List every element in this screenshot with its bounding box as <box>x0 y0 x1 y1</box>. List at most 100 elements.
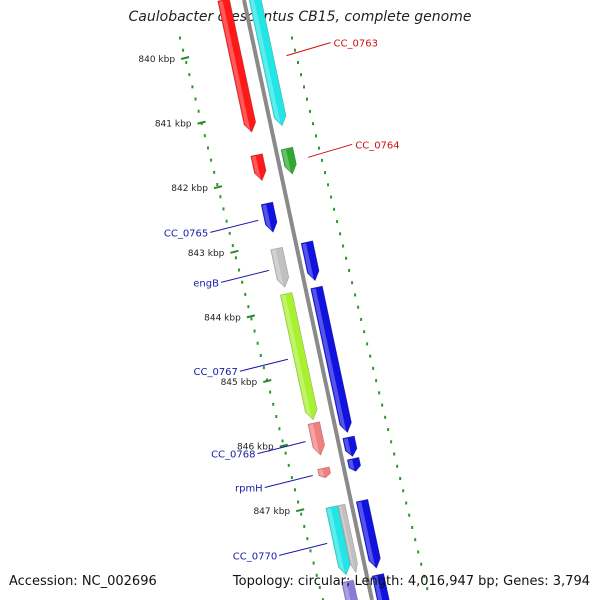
guide-dot <box>197 109 200 113</box>
gene-arrow-highlight <box>262 204 272 231</box>
tick-mark <box>263 379 272 383</box>
guide-dot <box>321 158 324 162</box>
guide-dot <box>345 256 348 260</box>
guide-dot <box>294 48 297 52</box>
tick-label: 840 kbp <box>138 55 175 65</box>
guide-dot <box>259 353 262 357</box>
guide-dot <box>210 158 213 162</box>
gene-arrow-highlight <box>311 288 347 431</box>
gene-label-cc-0764: CC_0764 <box>308 140 400 158</box>
gene-arrow-cc-0764 <box>250 153 267 182</box>
tick-mark <box>295 508 305 513</box>
map-title: Caulobacter crescentus CB15, complete ge… <box>128 9 472 25</box>
gene-label-cc-0767: CC_0767 <box>193 358 289 378</box>
tick-label: 847 kbp <box>253 507 290 517</box>
guide-dot <box>315 134 318 138</box>
gene-arrow-highlight <box>342 582 351 600</box>
guide-dot <box>426 587 429 591</box>
gene-arrow-highlight <box>373 575 383 600</box>
tick-label: 841 kbp <box>155 120 192 130</box>
guide-dot <box>231 244 234 248</box>
guide-dot <box>423 574 426 578</box>
guide-dot <box>390 440 393 444</box>
genome-backbone <box>242 0 374 600</box>
guide-dot <box>185 60 188 64</box>
guide-dot <box>238 268 241 272</box>
tick-mark <box>246 314 256 319</box>
guide-dot <box>284 451 287 455</box>
gene-arrow-highlight <box>318 469 325 477</box>
guide-dot <box>375 379 378 383</box>
gene-label-text: CC_0765 <box>164 228 208 239</box>
gene-label-cc-0765: CC_0765 <box>164 219 259 239</box>
guide-dot <box>297 60 300 64</box>
guide-dot <box>303 85 306 89</box>
guide-dot <box>318 585 321 589</box>
gene-arrow-body <box>342 435 358 457</box>
guide-dot <box>278 427 281 431</box>
guide-dot <box>309 109 312 113</box>
gene-arrow-highlight <box>357 501 376 567</box>
gene-arrow <box>355 498 381 569</box>
guide-dot <box>256 341 259 345</box>
leader-line <box>220 269 270 283</box>
guide-dot <box>303 524 306 528</box>
gene-arrow <box>371 573 390 600</box>
gene-arrow-highlight <box>218 0 251 131</box>
guide-dot <box>216 183 219 187</box>
leader-line <box>210 219 259 233</box>
guide-dot <box>182 48 185 52</box>
gene-arrow-highlight <box>348 459 355 470</box>
guide-dot <box>378 391 381 395</box>
gene-arrow <box>337 503 358 574</box>
gene-arrow-body <box>270 246 290 288</box>
guide-dot <box>333 207 336 211</box>
gene-label-engb: engB <box>193 269 270 289</box>
guide-dot <box>291 36 293 40</box>
gene-arrow-highlight <box>281 294 312 418</box>
gene-label-cc-0770: CC_0770 <box>233 542 328 562</box>
guide-dot <box>324 171 327 175</box>
guide-dot <box>372 366 375 370</box>
genome-summary-text: Topology: circular; Length: 4,016,947 bp… <box>232 574 590 589</box>
gene-label-text: engB <box>193 278 219 289</box>
guide-dot <box>206 146 209 150</box>
guide-dot <box>360 317 363 321</box>
guide-dot <box>417 550 420 554</box>
gene-label-text: CC_0763 <box>334 39 378 50</box>
guide-dot <box>234 256 237 260</box>
gene-arrow <box>300 240 320 282</box>
guide-dot <box>228 231 231 235</box>
gene-label-text: rpmH <box>235 484 263 495</box>
gene-arrow-body <box>248 0 287 127</box>
gene-label-rpmh: rpmH <box>235 475 313 495</box>
gene-label-text: CC_0770 <box>233 551 277 562</box>
guide-dot <box>281 439 284 443</box>
gene-arrow-highlight <box>271 249 284 286</box>
guide-dot <box>293 488 296 492</box>
guide-dot <box>399 477 402 481</box>
guide-dot <box>269 390 272 394</box>
gene-arrow-rpmh <box>317 466 331 479</box>
gene-arrow-highlight <box>250 0 281 125</box>
leader-line <box>286 42 331 57</box>
guide-dot <box>306 97 309 101</box>
gene-arrow <box>280 146 297 175</box>
guide-dot <box>247 305 250 309</box>
gene-arrow-body <box>250 153 267 182</box>
guide-dot <box>354 293 357 297</box>
gene-arrow-body <box>325 505 351 576</box>
guide-dot <box>366 342 369 346</box>
gene-arrow-body <box>300 240 320 282</box>
guide-dot <box>420 562 423 566</box>
leader-line <box>257 441 306 455</box>
guide-dot <box>339 232 342 236</box>
guide-dot <box>393 452 396 456</box>
gene-arrow <box>310 285 352 434</box>
guide-dot <box>336 220 339 224</box>
gene-arrow-highlight <box>343 438 352 455</box>
guide-dot <box>194 97 197 101</box>
gene-arrow-body <box>260 201 278 233</box>
tick-label: 843 kbp <box>188 249 225 259</box>
